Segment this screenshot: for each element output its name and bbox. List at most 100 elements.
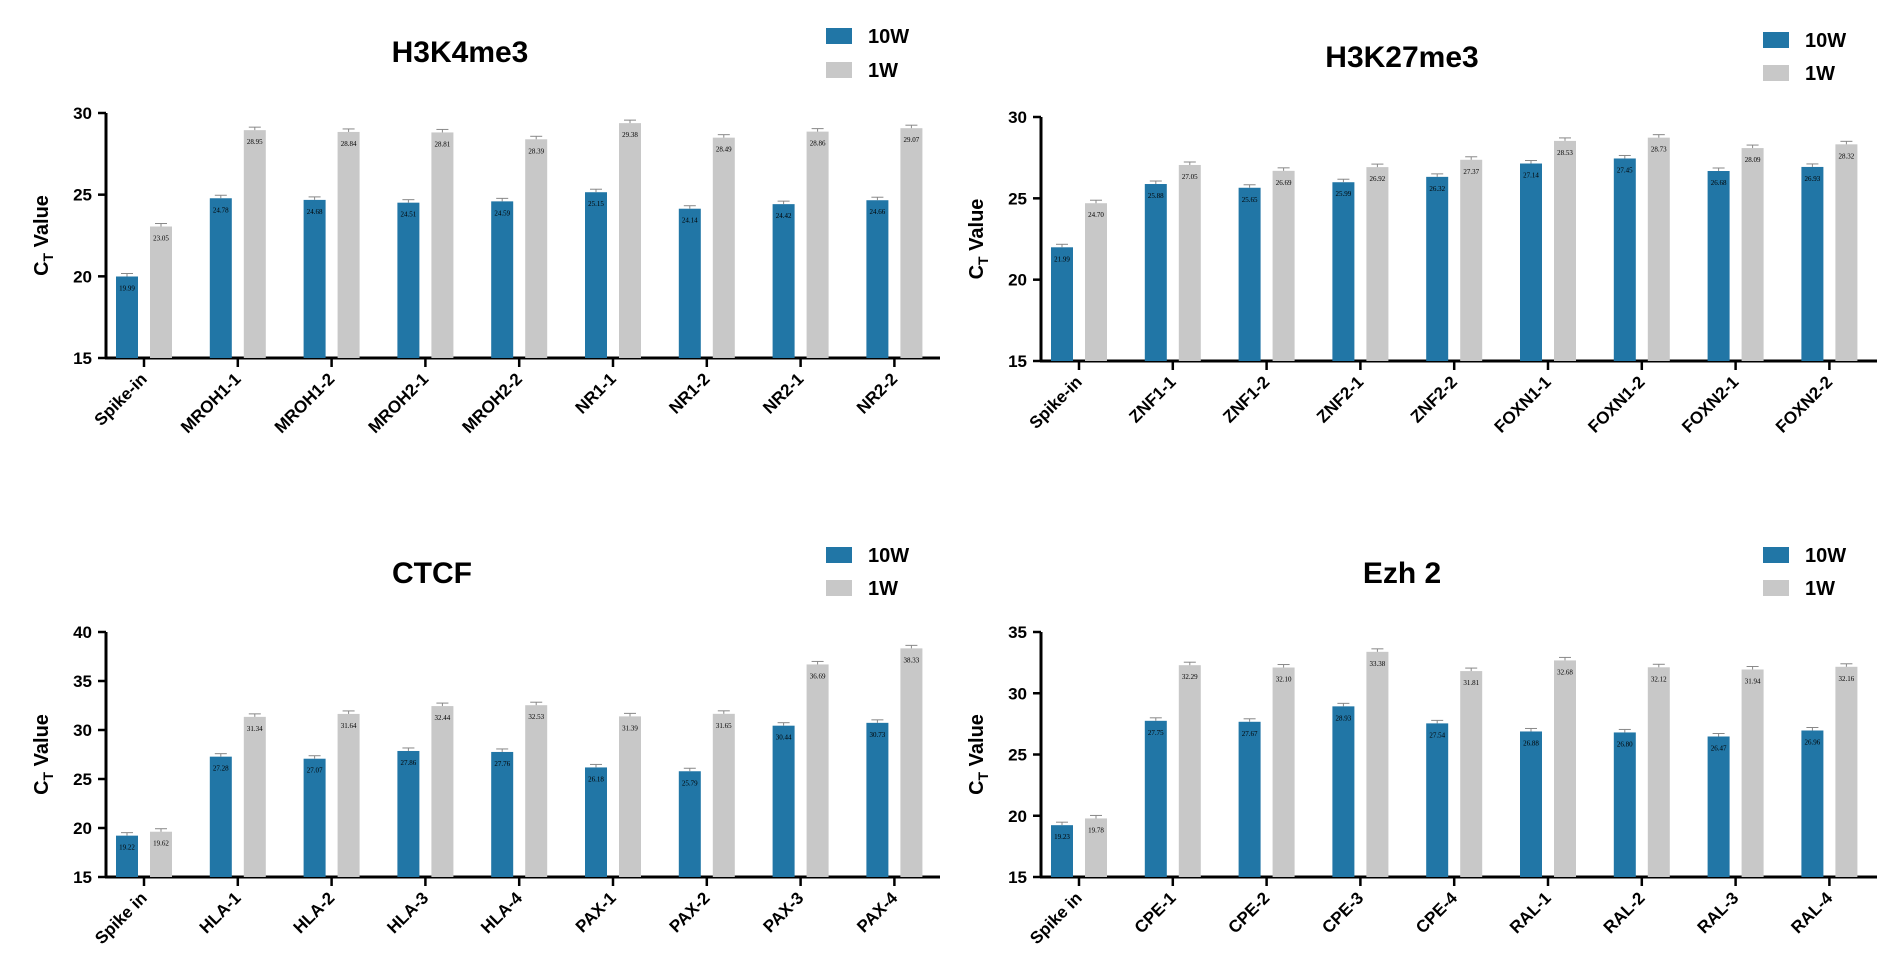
data-label: 32.68 — [1557, 668, 1573, 676]
y-tick-label: 40 — [73, 623, 92, 642]
y-tick-label: 25 — [1008, 746, 1027, 765]
bar-1w — [806, 664, 829, 877]
data-label: 24.42 — [776, 212, 792, 220]
bar-10w — [1426, 723, 1449, 877]
x-tick-label: Spike-in — [91, 369, 151, 429]
y-tick-label: 30 — [73, 721, 92, 740]
bar-1w — [337, 713, 360, 877]
legend-swatch-1w — [1763, 65, 1789, 81]
bar-1w — [1741, 148, 1764, 361]
data-label: 26.32 — [1429, 185, 1445, 193]
x-tick-label: CPE-4 — [1412, 888, 1461, 937]
data-label: 28.32 — [1839, 152, 1855, 160]
bar-10w — [1332, 706, 1355, 877]
data-label: 19.23 — [1054, 833, 1070, 841]
y-axis-label: CT Value — [31, 714, 56, 795]
x-tick-label: MROH1-2 — [271, 369, 339, 437]
y-tick-label: 20 — [1008, 807, 1027, 826]
x-tick-label: Spike in — [1026, 888, 1086, 948]
bar-10w — [116, 276, 138, 358]
bar-1w — [1554, 660, 1576, 877]
bar-10w — [1707, 171, 1730, 361]
chart-panel-3: CTCF 10W 1W CT Value 15 20 25 30 35 40 19.22 19.62 S… — [31, 545, 940, 948]
legend-swatch-10w — [826, 28, 852, 44]
x-tick-label: NR2-2 — [853, 369, 901, 417]
y-tick-label: 15 — [1008, 868, 1027, 887]
data-label: 26.93 — [1805, 175, 1821, 183]
data-label: 28.39 — [528, 147, 544, 155]
bar-1w — [1460, 671, 1483, 877]
x-tick-label: RAL-4 — [1787, 888, 1836, 937]
data-label: 28.86 — [810, 140, 826, 148]
data-label: 26.88 — [1523, 739, 1539, 747]
data-label: 28.09 — [1745, 156, 1761, 164]
data-label: 32.10 — [1276, 676, 1292, 684]
data-label: 25.99 — [1336, 190, 1352, 198]
bar-10w — [1238, 721, 1261, 877]
bar-1w — [712, 137, 735, 358]
y-tick-label: 20 — [73, 267, 92, 286]
x-tick-label: ZNF2-1 — [1313, 372, 1367, 426]
data-label: 27.67 — [1242, 730, 1258, 738]
bar-10w — [1426, 176, 1449, 361]
x-tick-label: RAL-2 — [1600, 888, 1649, 937]
bar-10w — [1520, 731, 1542, 877]
chart-panel-1: H3K4me3 10W 1W CT Value 15 20 25 30 19.99 23.05 Sp… — [31, 26, 940, 437]
bar-1w — [1366, 651, 1389, 877]
x-tick-label: RAL-1 — [1506, 888, 1555, 937]
x-tick-label: NR1-2 — [665, 369, 713, 417]
bar-10w — [1707, 736, 1730, 877]
y-axis-label: CT Value — [31, 195, 56, 276]
legend-swatch-1w — [1763, 580, 1789, 596]
data-label: 24.14 — [682, 217, 698, 225]
bar-10w — [678, 208, 701, 358]
data-label: 28.49 — [716, 146, 732, 154]
x-tick-label: PAX-1 — [572, 888, 620, 936]
data-label: 26.18 — [588, 775, 604, 783]
x-tick-label: FOXN2-2 — [1772, 372, 1836, 436]
data-label: 28.81 — [435, 140, 451, 148]
data-label: 19.78 — [1088, 826, 1104, 834]
bar-10w — [866, 722, 889, 877]
bar-1w — [712, 713, 735, 877]
data-label: 33.38 — [1370, 660, 1386, 668]
y-tick-label: 25 — [73, 770, 92, 789]
bar-1w — [1085, 203, 1107, 361]
legend-label-10w: 10W — [1805, 545, 1846, 567]
data-label: 27.75 — [1148, 729, 1164, 737]
bar-10w — [1051, 247, 1073, 361]
x-tick-label: HLA-2 — [290, 888, 339, 937]
y-tick-label: 25 — [1008, 189, 1027, 208]
data-label: 26.47 — [1711, 744, 1727, 752]
legend-swatch-1w — [826, 62, 852, 78]
bar-10w — [491, 201, 514, 358]
data-label: 31.94 — [1745, 677, 1761, 685]
bar-10w — [1613, 158, 1636, 361]
data-label: 30.73 — [870, 731, 886, 739]
legend-swatch-10w — [826, 547, 852, 563]
data-label: 29.38 — [622, 131, 638, 139]
bar-10w — [209, 756, 232, 877]
data-label: 31.65 — [716, 722, 732, 730]
bar-10w — [772, 204, 795, 358]
data-label: 27.14 — [1523, 172, 1539, 180]
data-label: 26.96 — [1805, 738, 1821, 746]
chart-title: Ezh 2 — [1363, 557, 1441, 590]
data-label: 28.73 — [1651, 146, 1667, 154]
bar-10w — [1144, 184, 1167, 361]
data-label: 24.59 — [494, 209, 510, 217]
data-label: 21.99 — [1054, 255, 1070, 263]
data-label: 24.70 — [1088, 211, 1104, 219]
bar-1w — [243, 716, 266, 877]
bar-1w — [1741, 669, 1764, 877]
bar-1w — [1647, 667, 1670, 877]
y-tick-label: 20 — [1008, 271, 1027, 290]
data-label: 24.66 — [870, 208, 886, 216]
y-tick-label: 15 — [73, 868, 92, 887]
data-label: 24.68 — [307, 208, 323, 216]
x-tick-label: PAX-2 — [666, 888, 714, 936]
data-label: 25.88 — [1148, 192, 1164, 200]
data-label: 28.53 — [1557, 149, 1573, 157]
bar-10w — [1051, 825, 1073, 877]
